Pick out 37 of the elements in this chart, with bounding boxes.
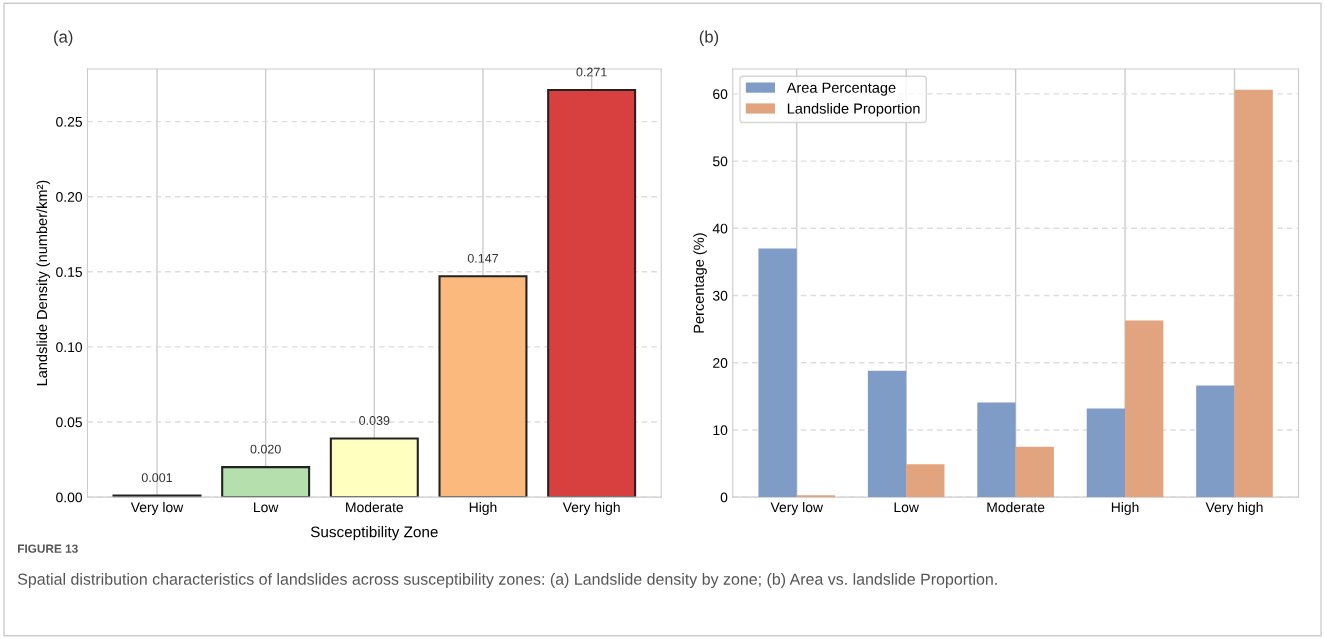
chart-title: (b) [699,30,719,47]
y-tick-label: 0.00 [56,492,83,503]
legend-label: Area Percentage [786,82,896,96]
data-label: 0.020 [250,444,281,454]
legend-label: Landslide Proportion [787,103,920,117]
y-axis-title: Landslide Density (number/km²) [36,180,50,386]
x-tick-label: Very high [1205,502,1263,515]
y-tick-label: 0.10 [56,342,83,353]
x-tick-label: Very low [770,502,824,515]
y-tick-label: 10 [713,425,728,436]
caption: FIGURE 13 [18,544,78,553]
y-tick-label: 40 [712,223,728,234]
x-tick-label: Low [894,502,919,513]
y-tick-label: 20 [713,358,728,368]
y-tick-label: 0.05 [56,417,83,428]
y-tick-label: 50 [712,156,728,167]
y-tick-label: 0.15 [56,267,83,277]
x-tick-label: Moderate [987,502,1045,513]
x-tick-label: High [469,502,497,515]
y-tick-label: 30 [712,290,728,301]
x-tick-label: Moderate [346,502,404,513]
data-label: 0.271 [576,67,607,77]
y-tick-label: 0.25 [56,116,83,127]
y-axis-title: Percentage (%) [693,233,707,333]
data-label: 0.147 [467,253,498,263]
y-tick-label: 0.20 [56,192,83,202]
y-tick-label: 60 [713,89,728,100]
x-tick-label: High [1111,502,1139,515]
x-tick-label: Very high [562,502,620,515]
y-tick-label: 0 [720,492,728,503]
data-label: 0.039 [359,416,390,425]
x-axis-title: Susceptibility Zone [310,526,438,541]
x-tick-label: Very low [130,502,184,515]
x-tick-label: Low [254,502,279,513]
data-label: 0.001 [141,473,173,483]
chart-title: (a) [54,30,73,47]
text: Spatial distribution characteristics of landslides across susceptibility zones: (a) Landslide density by zone; (b) Area vs. landslide Proportion. [17,573,997,588]
